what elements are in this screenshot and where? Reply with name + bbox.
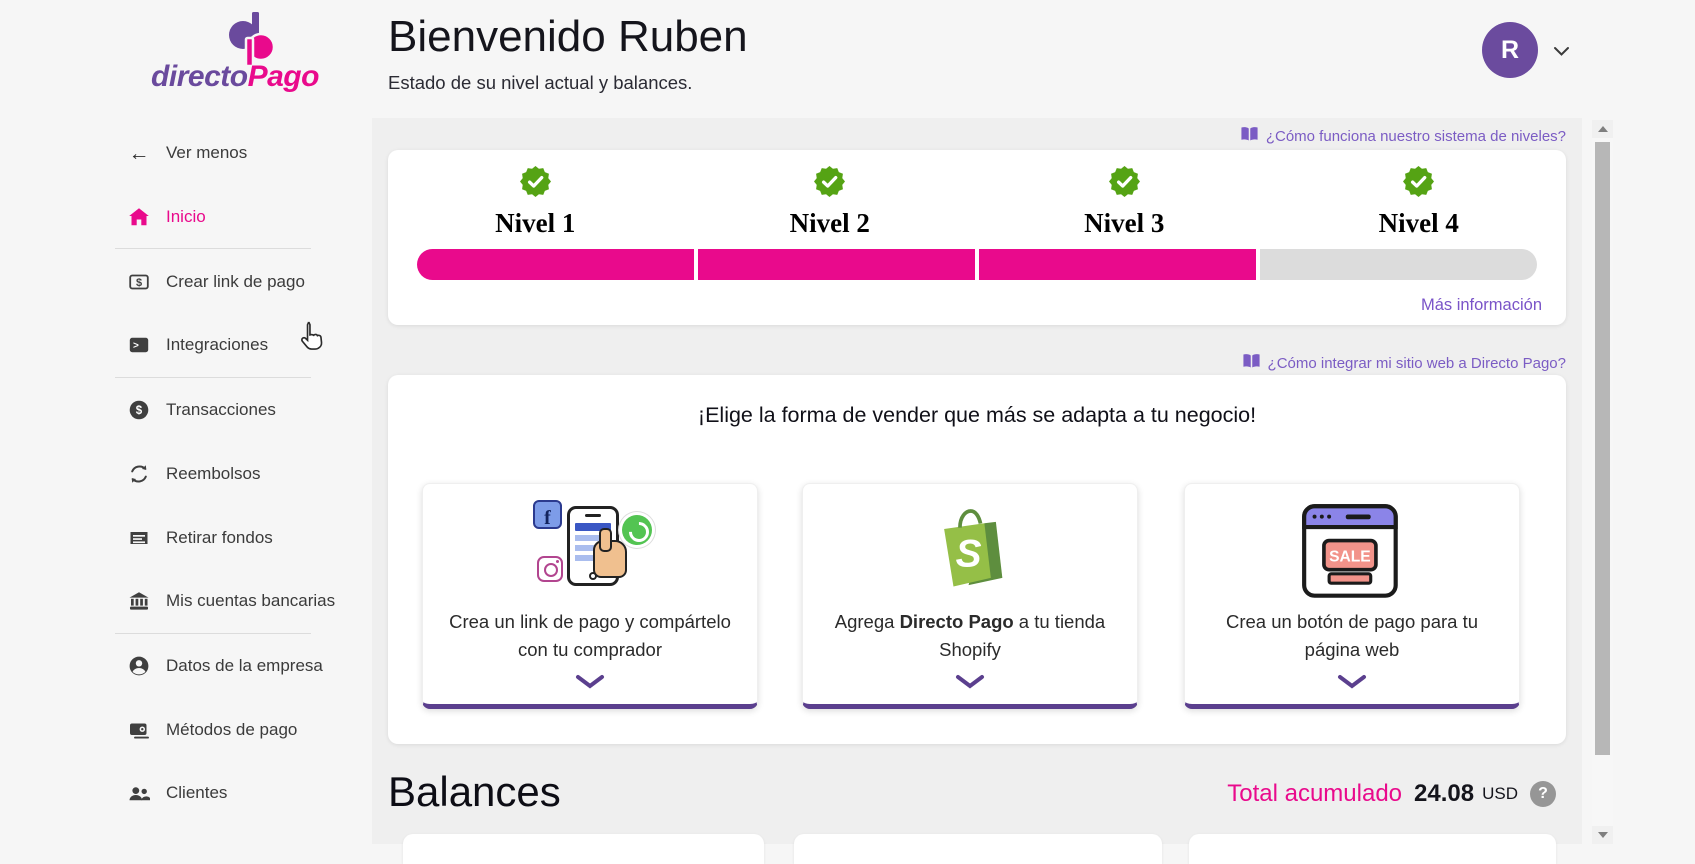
avatar[interactable]: R <box>1482 22 1538 78</box>
verified-badge-icon <box>519 166 551 202</box>
sell-options-panel: ¡Elige la forma de vender que más se ada… <box>388 375 1566 744</box>
more-info-link[interactable]: Más información <box>1420 296 1542 314</box>
svg-text:S: S <box>956 532 982 575</box>
mouse-cursor <box>298 320 325 358</box>
progress-segment <box>979 249 1256 280</box>
level-4: Nivel 4 <box>1272 166 1567 239</box>
sidebar-item-datos-de-la-empresa[interactable]: Datos de la empresa <box>128 651 323 681</box>
sidebar-item-metodos-de-pago[interactable]: Métodos de pago <box>128 715 297 745</box>
triangle-up-icon <box>1597 126 1608 132</box>
bank-icon <box>128 590 150 612</box>
svg-text:>: > <box>133 341 139 352</box>
progress-segment <box>417 249 694 280</box>
progress-segment <box>698 249 975 280</box>
progress-segment <box>1260 249 1537 280</box>
back-arrow-icon: ← <box>128 141 150 165</box>
scroll-down-button[interactable] <box>1592 826 1613 844</box>
card-text: Agrega Directo Pago a tu tienda Shopify <box>834 611 1106 660</box>
person-circle-icon <box>128 655 150 677</box>
chevron-down-icon[interactable] <box>1553 44 1570 62</box>
sidebar-item-integraciones[interactable]: > Integraciones <box>128 330 268 360</box>
card-text: Crea un link de pago y compártelo con tu… <box>449 611 731 660</box>
sidebar-item-inicio[interactable]: Inicio <box>128 202 206 232</box>
total-accumulated: Total acumulado 24.08 USD ? <box>1227 780 1556 808</box>
sidebar-item-mis-cuentas-bancarias[interactable]: Mis cuentas bancarias <box>128 586 335 616</box>
help-question-icon[interactable]: ? <box>1530 781 1556 807</box>
sell-options-heading: ¡Elige la forma de vender que más se ada… <box>697 403 1257 427</box>
chevron-down-icon[interactable] <box>954 674 986 694</box>
sidebar-item-retirar-fondos[interactable]: Retirar fondos <box>128 523 273 553</box>
card-text: Crea un botón de pago para tu página web <box>1226 611 1478 660</box>
svg-text:$: $ <box>136 405 143 417</box>
chevron-down-icon[interactable] <box>1336 674 1368 694</box>
people-icon <box>128 782 150 804</box>
level-1: Nivel 1 <box>388 166 683 239</box>
svg-text:SALE: SALE <box>1329 548 1371 565</box>
levels-help-link[interactable]: ¿Cómo funciona nuestro sistema de nivele… <box>1240 126 1566 146</box>
sidebar-divider <box>115 248 311 249</box>
directopago-logo-text: directoPago <box>151 60 319 93</box>
svg-text:$: $ <box>136 277 142 289</box>
payment-link-icon: $ <box>128 271 150 293</box>
home-icon <box>128 206 150 228</box>
instagram-icon <box>537 556 563 582</box>
dollar-circle-icon: $ <box>128 399 150 421</box>
shopify-bag-icon: S <box>895 498 1045 606</box>
balance-card <box>794 834 1162 864</box>
card-shopify-integration[interactable]: S Agrega Directo Pago a tu tienda Shopif… <box>802 483 1138 709</box>
book-icon <box>1240 126 1259 146</box>
total-amount: 24.08 <box>1414 780 1475 807</box>
whatsapp-icon <box>619 512 655 548</box>
pointing-hand-icon <box>593 528 627 578</box>
avatar-initial: R <box>1500 35 1520 64</box>
wallet-card-icon <box>128 719 150 741</box>
share-payment-link-illustration: f <box>515 498 665 606</box>
vertical-scrollbar[interactable] <box>1592 120 1613 844</box>
level-progress-bar <box>417 249 1537 280</box>
sidebar-item-clientes[interactable]: Clientes <box>128 778 227 808</box>
balance-card <box>403 834 764 864</box>
terminal-icon: > <box>128 334 150 356</box>
sidebar-divider <box>115 377 311 378</box>
directopago-logo-icon <box>226 10 278 73</box>
total-currency: USD <box>1482 784 1518 803</box>
balance-card <box>1189 834 1556 864</box>
sidebar-item-transacciones[interactable]: $ Transacciones <box>128 395 276 425</box>
scroll-up-button[interactable] <box>1592 120 1613 138</box>
page-subtitle: Estado de su nivel actual y balances. <box>388 72 693 93</box>
banknote-icon <box>128 527 150 549</box>
book-icon <box>1242 353 1261 373</box>
page-title: Bienvenido Ruben <box>388 12 748 61</box>
levels-panel: Nivel 1 Nivel 2 Nivel 3 Nivel 4 Más info… <box>388 150 1566 325</box>
level-2: Nivel 2 <box>683 166 978 239</box>
balances-title: Balances <box>388 768 561 815</box>
card-web-payment-button[interactable]: SALE Crea un botón de pago para tu págin… <box>1184 483 1520 709</box>
level-3: Nivel 3 <box>977 166 1272 239</box>
sidebar-item-crear-link-de-pago[interactable]: $ Crear link de pago <box>128 267 305 297</box>
triangle-down-icon <box>1597 832 1608 838</box>
scrollbar-thumb[interactable] <box>1595 142 1610 755</box>
sidebar-collapse-button[interactable]: ← Ver menos <box>128 141 248 165</box>
refund-arrows-icon <box>128 463 150 485</box>
chevron-down-icon[interactable] <box>574 674 606 694</box>
sidebar-divider <box>115 633 311 634</box>
web-sale-button-illustration: SALE <box>1277 498 1427 606</box>
facebook-icon: f <box>533 500 562 529</box>
card-create-payment-link[interactable]: f Crea un link de pago y compártelo con … <box>422 483 758 709</box>
total-label: Total acumulado <box>1227 780 1403 807</box>
verified-badge-icon <box>1403 166 1435 202</box>
verified-badge-icon <box>814 166 846 202</box>
sidebar-item-reembolsos[interactable]: Reembolsos <box>128 459 261 489</box>
verified-badge-icon <box>1108 166 1140 202</box>
integration-help-link[interactable]: ¿Cómo integrar mi sitio web a Directo Pa… <box>1242 353 1566 373</box>
level-columns: Nivel 1 Nivel 2 Nivel 3 Nivel 4 <box>388 166 1566 239</box>
